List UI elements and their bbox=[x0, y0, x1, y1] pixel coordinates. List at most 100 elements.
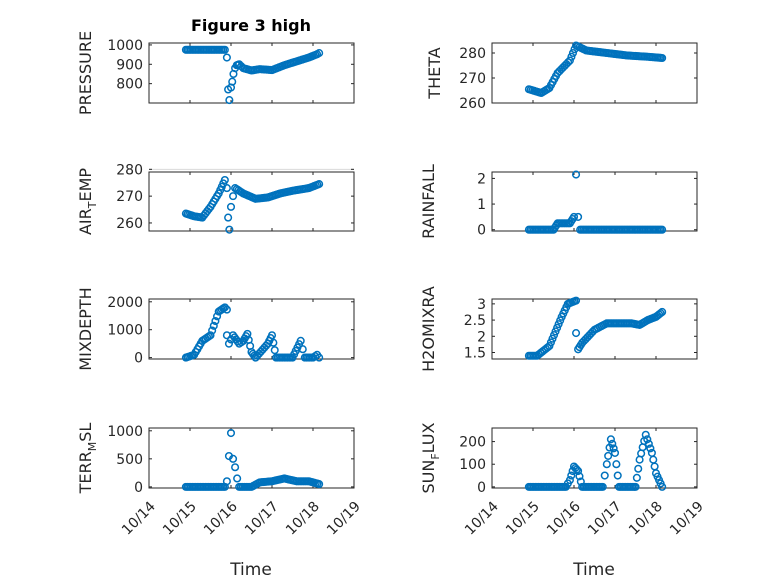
tick-marks bbox=[491, 43, 698, 104]
data-point bbox=[296, 336, 305, 345]
x-tick-label: 10/15 bbox=[160, 499, 200, 539]
data-point bbox=[209, 321, 218, 330]
data-point bbox=[546, 338, 555, 347]
y-tick-label: 900 bbox=[116, 57, 143, 73]
data-series bbox=[181, 428, 324, 491]
data-point bbox=[231, 463, 240, 472]
x-tick-label: 10/19 bbox=[667, 499, 707, 539]
axes-box bbox=[491, 171, 698, 232]
data-point bbox=[658, 53, 667, 63]
data-point bbox=[598, 482, 607, 491]
y-axis-label: PRESSURE bbox=[76, 31, 95, 115]
y-tick-label: 800 bbox=[116, 77, 143, 93]
data-point bbox=[220, 45, 229, 54]
subplot-sun_flux: 0 100 200 SUNFLUX 10/14 10/15 10/16 10/17 10/18 1… bbox=[419, 422, 707, 538]
data-point bbox=[250, 351, 259, 360]
data-point bbox=[634, 464, 643, 473]
y-axis-label: TERRMSL bbox=[76, 423, 99, 495]
data-series bbox=[181, 175, 324, 234]
chart-title: Figure 3 high bbox=[191, 16, 311, 35]
data-point bbox=[567, 52, 576, 61]
data-series bbox=[524, 430, 667, 491]
data-point bbox=[548, 334, 557, 343]
data-point bbox=[572, 329, 581, 338]
axes-box bbox=[148, 298, 355, 360]
data-series bbox=[181, 303, 324, 362]
data-point bbox=[606, 435, 615, 444]
subplot-air_temp: 260 270 280 AIRTEMP bbox=[76, 162, 355, 235]
data-point bbox=[641, 430, 650, 439]
y-tick-label: 500 bbox=[116, 452, 143, 468]
data-point bbox=[567, 471, 576, 480]
data-point bbox=[224, 213, 233, 222]
y-tick-label: 2000 bbox=[107, 295, 143, 311]
data-point bbox=[233, 474, 242, 483]
data-point bbox=[298, 345, 307, 354]
data-point bbox=[608, 439, 617, 448]
data-series bbox=[524, 296, 667, 360]
y-tick-label: 280 bbox=[116, 162, 143, 178]
data-point bbox=[545, 341, 554, 351]
data-point bbox=[556, 316, 565, 325]
y-tick-label: 2 bbox=[477, 329, 486, 345]
data-point bbox=[565, 476, 574, 485]
tick-marks bbox=[148, 168, 355, 231]
data-point bbox=[604, 451, 613, 460]
subplot-pressure: 800 900 1000 PRESSURE bbox=[76, 31, 355, 115]
data-point bbox=[224, 339, 233, 348]
data-point bbox=[226, 428, 236, 438]
data-point bbox=[267, 331, 277, 340]
y-tick-label: 1000 bbox=[107, 323, 143, 339]
data-point bbox=[632, 473, 641, 482]
y-tick-label: 0 bbox=[134, 480, 143, 496]
data-point bbox=[226, 202, 236, 211]
y-tick-label: 1 bbox=[477, 197, 486, 213]
data-point bbox=[315, 49, 324, 58]
x-axis-label-right: Time bbox=[572, 560, 615, 580]
data-point bbox=[643, 435, 652, 444]
data-point bbox=[656, 309, 665, 318]
data-point bbox=[569, 212, 579, 221]
data-point bbox=[270, 346, 279, 355]
data-point bbox=[551, 327, 560, 336]
data-point bbox=[211, 316, 220, 326]
y-tick-label: 1000 bbox=[107, 424, 143, 440]
data-point bbox=[610, 448, 620, 457]
data-point bbox=[222, 305, 231, 314]
data-point bbox=[220, 175, 229, 185]
data-point bbox=[602, 460, 611, 469]
x-tick-label: 10/15 bbox=[503, 499, 543, 539]
subplot-h2omixra: 1.522.53 H2OMIXRA bbox=[419, 286, 698, 372]
y-tick-label: 260 bbox=[459, 96, 486, 112]
x-tick-label: 10/16 bbox=[201, 499, 241, 539]
y-tick-label: 100 bbox=[459, 457, 486, 473]
y-tick-label: 0 bbox=[477, 223, 486, 239]
tick-marks bbox=[148, 43, 355, 103]
data-point bbox=[208, 326, 217, 335]
data-point bbox=[575, 472, 584, 481]
data-point bbox=[644, 439, 653, 448]
axes-box bbox=[148, 427, 355, 489]
data-point bbox=[609, 444, 618, 453]
y-axis-label: THETA bbox=[425, 47, 444, 99]
y-tick-label: 270 bbox=[116, 189, 143, 205]
y-tick-label: 200 bbox=[459, 435, 486, 451]
data-point bbox=[658, 307, 667, 317]
axes-box bbox=[491, 427, 698, 489]
data-point bbox=[600, 471, 609, 480]
data-point bbox=[315, 353, 324, 362]
data-point bbox=[228, 77, 237, 86]
data-point bbox=[225, 96, 234, 105]
data-point bbox=[658, 225, 667, 234]
y-axis-label: H2OMIXRA bbox=[419, 286, 438, 372]
y-tick-label: 0 bbox=[477, 480, 486, 496]
x-tick-label: 10/19 bbox=[324, 499, 364, 539]
data-point bbox=[613, 471, 622, 480]
data-point bbox=[220, 303, 229, 312]
y-tick-label: 0 bbox=[134, 351, 143, 367]
subplot-terr_msl: 0 500 1000 TERRMSL 10/14 10/15 10/16 10/17 10/18… bbox=[76, 423, 364, 539]
data-point bbox=[631, 482, 640, 491]
data-point bbox=[315, 480, 324, 489]
